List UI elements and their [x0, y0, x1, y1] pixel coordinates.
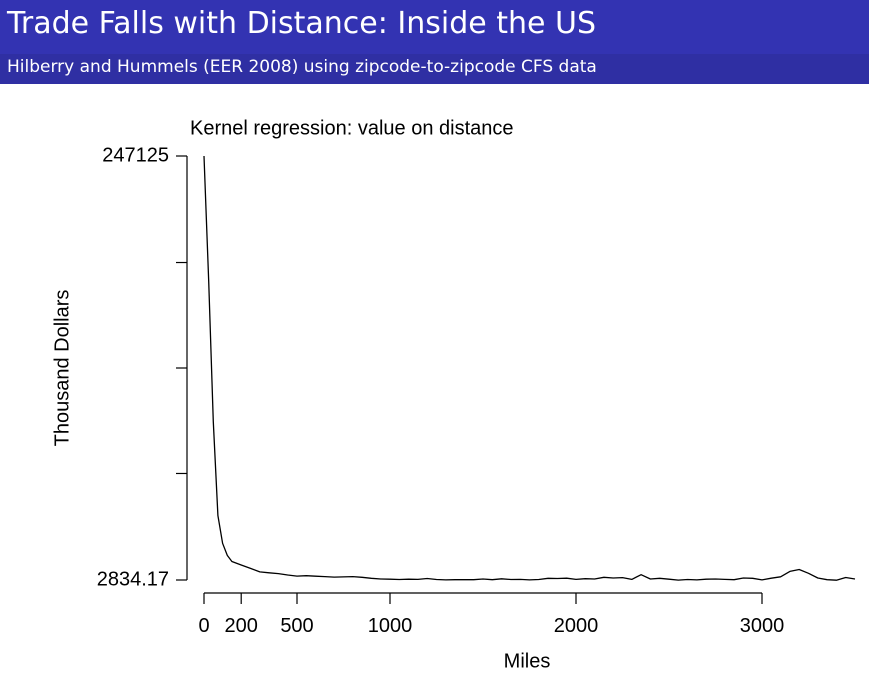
x-tick-label: 3000 [740, 615, 785, 637]
y-axis-label: Thousand Dollars [51, 290, 73, 447]
x-tick-label: 200 [225, 615, 258, 637]
series [203, 155, 856, 581]
slide-subtitle: Hilberry and Hummels (EER 2008) using zi… [7, 57, 597, 77]
y-tick-label: 247125 [102, 144, 169, 166]
slide-title: Trade Falls with Distance: Inside the US [7, 6, 597, 41]
x-tick-label: 500 [280, 615, 313, 637]
x-tick-label: 2000 [554, 615, 599, 637]
axes [186, 156, 762, 594]
ticks: 247125 2834.17 0 200 500 1000 2000 3000 [97, 144, 785, 637]
series-line [203, 155, 856, 581]
x-tick-label: 1000 [368, 615, 413, 637]
line-chart: Kernel regression: value on distance Tho… [51, 117, 856, 672]
x-axis-label: Miles [504, 650, 551, 672]
y-tick-label: 2834.17 [97, 568, 169, 590]
slide-header: Trade Falls with Distance: Inside the US… [0, 0, 869, 84]
x-tick-label: 0 [198, 615, 209, 637]
chart-title: Kernel regression: value on distance [190, 117, 514, 139]
